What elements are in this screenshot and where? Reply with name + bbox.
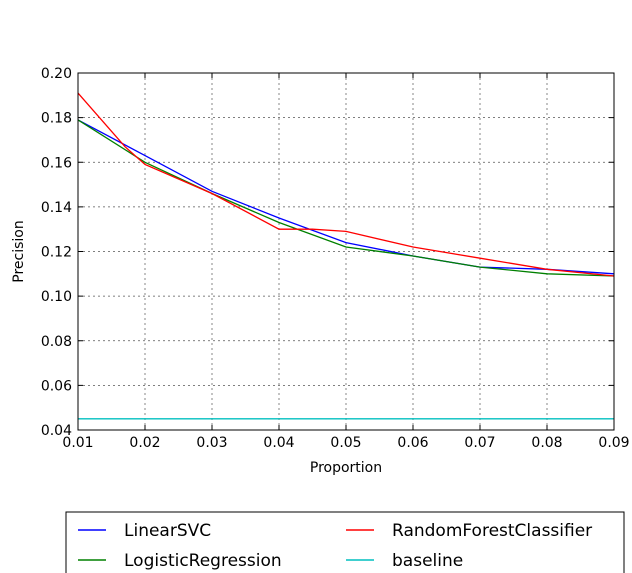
x-tick-label: 0.04	[263, 435, 294, 451]
legend-box	[65, 511, 625, 573]
legend-label: LogisticRegression	[124, 551, 282, 571]
legend-label: LinearSVC	[124, 521, 211, 541]
series-line-randomforestclassifier	[77, 92, 615, 277]
x-tick-label: 0.02	[129, 435, 160, 451]
legend: LinearSVC LogisticRegression RandomForestC…	[65, 511, 625, 573]
x-tick-label: 0.07	[464, 435, 495, 451]
y-tick-label: 0.20	[41, 66, 72, 82]
legend-label: RandomForestClassifier	[392, 521, 592, 541]
y-tick-label: 0.12	[41, 245, 72, 261]
x-axis-label: Proportion	[310, 460, 382, 476]
x-tick-label: 0.06	[397, 435, 428, 451]
series-lines	[77, 92, 615, 420]
y-tick-label: 0.04	[41, 423, 72, 439]
legend-label: baseline	[392, 551, 463, 571]
x-tick-label: 0.01	[62, 435, 93, 451]
series-line-logisticregression	[77, 119, 615, 277]
axis-ticks	[77, 72, 615, 431]
y-tick-label: 0.08	[41, 334, 72, 350]
y-tick-label: 0.16	[41, 155, 72, 171]
y-tick-label: 0.14	[41, 200, 72, 216]
x-tick-label: 0.08	[531, 435, 562, 451]
y-tick-label: 0.10	[41, 289, 72, 305]
x-tick-label: 0.03	[196, 435, 227, 451]
x-tick-label: 0.09	[598, 435, 629, 451]
tick-labels: 0.01 0.02 0.03 0.04 0.05 0.06 0.07 0.08 0.09 0.04…	[41, 66, 630, 451]
y-tick-label: 0.18	[41, 111, 72, 127]
series-line-linearsvc	[77, 119, 615, 275]
x-tick-label: 0.05	[330, 435, 361, 451]
y-axis-label: Precision	[11, 220, 27, 282]
y-tick-label: 0.06	[41, 378, 72, 394]
grid-lines	[77, 72, 615, 431]
